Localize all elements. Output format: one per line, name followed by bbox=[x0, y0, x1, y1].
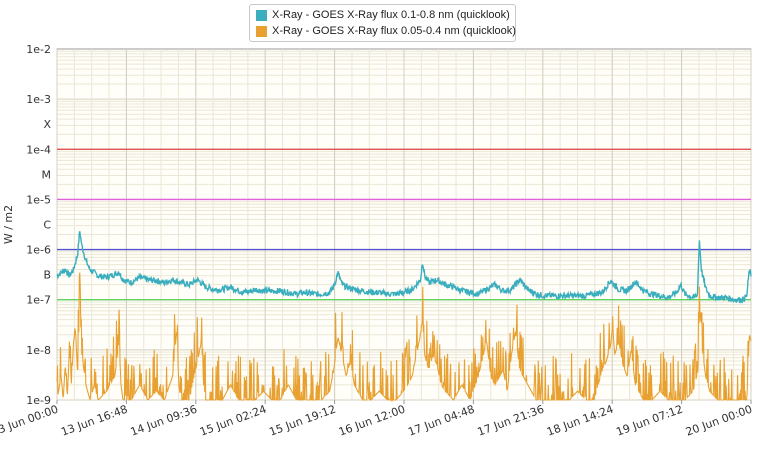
chart-legend: X-Ray - GOES X-Ray flux 0.1-0.8 nm (quic… bbox=[249, 4, 516, 42]
x-tick-label: 14 Jun 09:36 bbox=[129, 403, 199, 439]
x-tick-label: 18 Jun 14:24 bbox=[545, 403, 615, 439]
y-tick-label: 1e-6 bbox=[26, 244, 51, 257]
y-tick-label: 1e-9 bbox=[26, 394, 51, 407]
y-tick-label: 1e-3 bbox=[26, 93, 51, 106]
y-tick-label: 1e-8 bbox=[26, 344, 51, 357]
legend-swatch-long-wavelength bbox=[256, 9, 267, 21]
flare-class-thresholds bbox=[57, 148, 751, 301]
grid-lines bbox=[56, 49, 752, 401]
legend-label-short-wavelength: X-Ray - GOES X-Ray flux 0.05-0.4 nm (qui… bbox=[272, 25, 516, 37]
y-tick-label: M bbox=[42, 168, 52, 181]
x-tick-label: 19 Jun 07:12 bbox=[615, 403, 685, 439]
series-line-0 bbox=[56, 231, 752, 304]
x-tick-label: 20 Jun 00:00 bbox=[684, 403, 754, 439]
legend-label-long-wavelength: X-Ray - GOES X-Ray flux 0.1-0.8 nm (quic… bbox=[272, 9, 510, 21]
x-tick-label: 16 Jun 12:00 bbox=[337, 403, 407, 439]
x-tick-label: 17 Jun 21:36 bbox=[476, 403, 546, 439]
x-tick-label: 13 Jun 16:48 bbox=[59, 403, 129, 439]
y-axis-ticks: 1e-2 1e-3 X 1e-4 M 1e-5 C 1e-6 B 1e-7 1e-8 1e-9 bbox=[26, 43, 51, 407]
x-tick-label: 15 Jun 19:12 bbox=[268, 403, 338, 439]
legend-item-short-wavelength[interactable]: X-Ray - GOES X-Ray flux 0.05-0.4 nm (qui… bbox=[256, 23, 516, 39]
series-line-1 bbox=[56, 272, 752, 403]
y-tick-label: X bbox=[43, 118, 51, 131]
x-tick-label: 13 Jun 00:00 bbox=[0, 403, 60, 439]
legend-item-long-wavelength[interactable]: X-Ray - GOES X-Ray flux 0.1-0.8 nm (quic… bbox=[256, 7, 510, 23]
x-axis-ticks: 13 Jun 00:00 13 Jun 16:48 14 Jun 09:36 15 J… bbox=[0, 400, 754, 439]
legend-swatch-short-wavelength bbox=[256, 25, 267, 37]
y-tick-label: 1e-5 bbox=[26, 193, 51, 206]
y-tick-label: B bbox=[43, 269, 51, 282]
x-tick-label: 15 Jun 02:24 bbox=[198, 403, 268, 439]
y-tick-label: C bbox=[43, 219, 51, 232]
x-tick-label: 17 Jun 04:48 bbox=[406, 403, 476, 439]
y-tick-label: 1e-7 bbox=[26, 294, 51, 307]
data-series bbox=[56, 231, 752, 403]
y-axis-label: W / m2 bbox=[2, 205, 15, 244]
y-tick-label: 1e-4 bbox=[26, 143, 51, 156]
y-tick-label: 1e-2 bbox=[26, 43, 51, 56]
